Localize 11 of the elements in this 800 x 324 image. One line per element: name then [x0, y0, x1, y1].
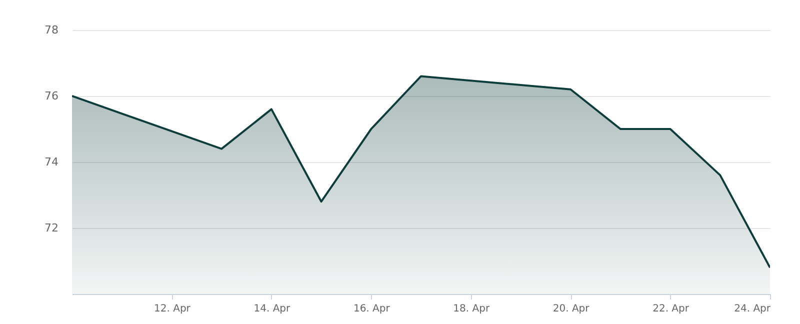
y-tick-label: 74	[44, 156, 58, 168]
y-tick-label: 78	[44, 24, 58, 36]
y-tick-label: 76	[44, 90, 58, 102]
x-tick-label: 12. Apr	[154, 304, 192, 314]
x-tick-label: 22. Apr	[652, 304, 690, 314]
x-tick-label: 20. Apr	[552, 304, 590, 314]
x-tick-label: 24. Apr	[734, 304, 772, 314]
y-tick-label: 72	[44, 222, 58, 234]
x-tick-label: 14. Apr	[254, 304, 292, 314]
x-tick-label: 16. Apr	[353, 304, 391, 314]
x-tick-label: 18. Apr	[453, 304, 490, 314]
